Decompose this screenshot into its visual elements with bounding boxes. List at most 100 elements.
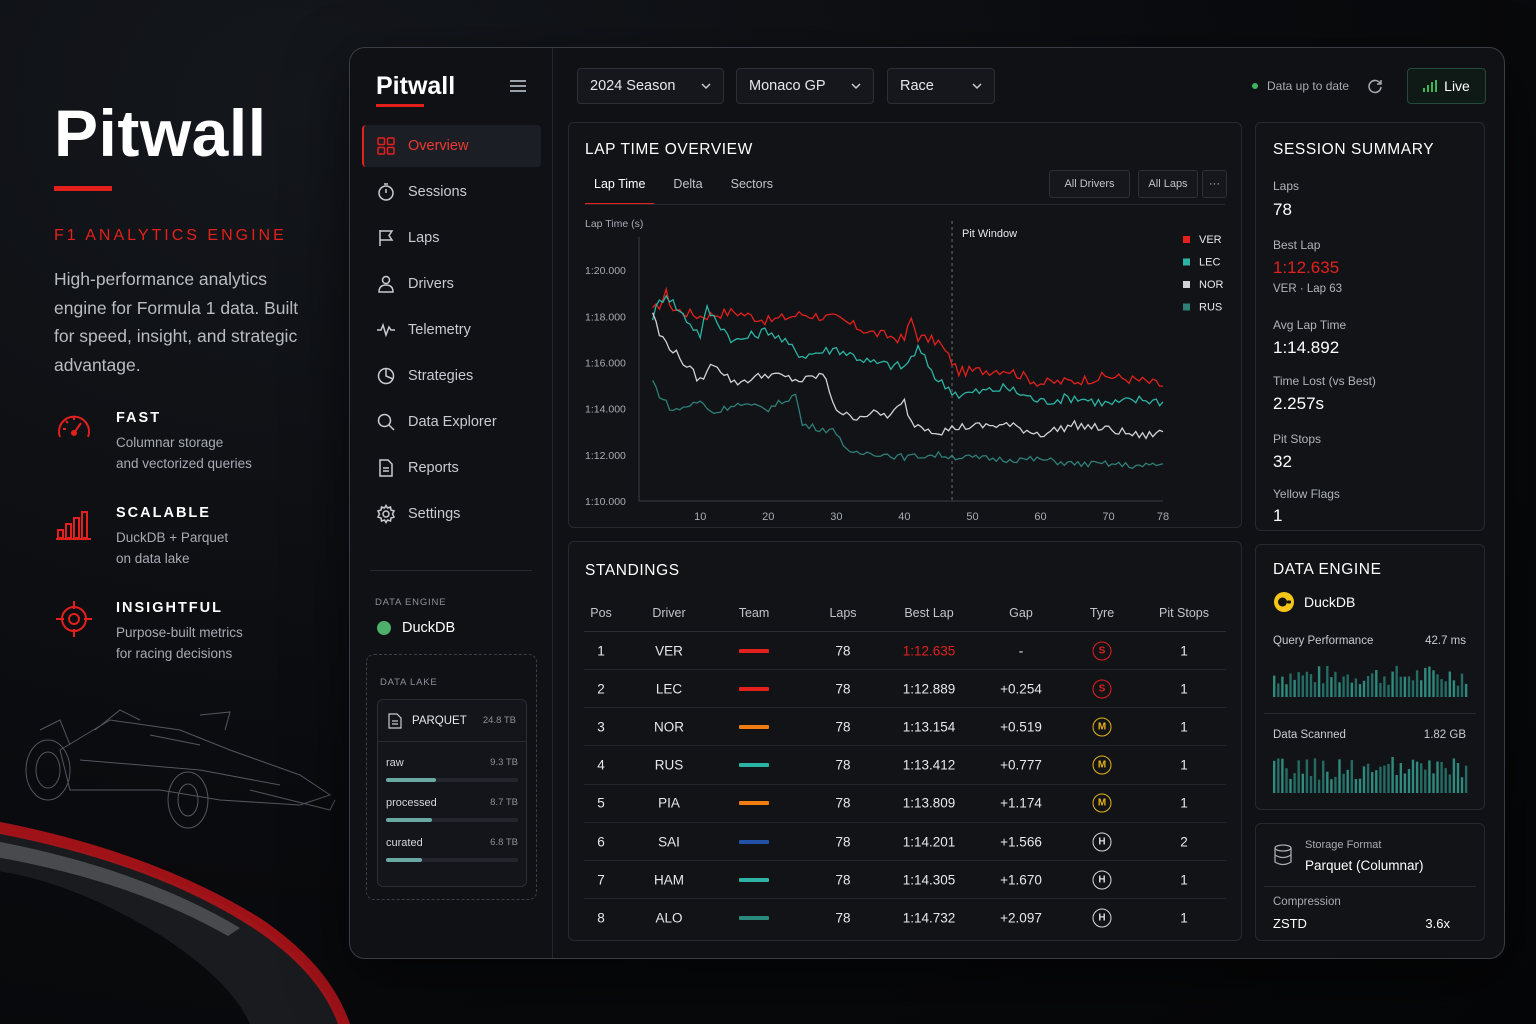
sidebar-divider: [370, 570, 532, 571]
spark-bar: [1424, 769, 1427, 793]
y-tick-label: 1:18.000: [585, 311, 626, 323]
cell-driver: ALO: [655, 910, 683, 926]
legend-swatch: [1183, 303, 1190, 311]
feature-scalable: SCALABLE DuckDB + Parquet on data lake: [54, 504, 314, 569]
season-select[interactable]: 2024 Season: [577, 68, 724, 104]
sidebar-item-reports[interactable]: Reports: [362, 447, 541, 489]
tyre-compound-badge: M: [1092, 793, 1112, 813]
refresh-icon[interactable]: [1367, 78, 1383, 94]
logo-accent-bar: [376, 104, 424, 107]
series-line-ver: [652, 286, 1163, 388]
all-drivers-filter[interactable]: All Drivers: [1049, 170, 1130, 198]
cell-gap: +1.670: [1000, 872, 1042, 888]
cell-best-lap: 1:14.305: [902, 872, 956, 888]
cell-best-lap: 1:14.732: [902, 910, 956, 926]
tab-sectors[interactable]: Sectors: [730, 177, 773, 191]
x-tick-label: 30: [830, 511, 842, 523]
table-row[interactable]: 5 PIA 78 1:13.809 +1.174 M 1: [584, 785, 1226, 823]
cell-pit-stops: 2: [1180, 834, 1188, 849]
spark-bar: [1322, 760, 1325, 793]
session-summary-card: SESSION SUMMARY Laps 78 Best Lap 1:12.63…: [1255, 122, 1485, 531]
sidebar-item-data-explorer[interactable]: Data Explorer: [362, 401, 541, 443]
sidebar-item-label: Settings: [408, 506, 461, 522]
tab-lap-time[interactable]: Lap Time: [585, 173, 655, 205]
flag-icon: [379, 230, 394, 246]
spark-bar: [1293, 679, 1296, 697]
cell-pos: 7: [597, 872, 605, 888]
spark-bar: [1322, 683, 1325, 697]
spark-bar: [1403, 676, 1407, 697]
pit-window-label: Pit Window: [962, 228, 1017, 240]
menu-icon[interactable]: [510, 80, 526, 92]
bar-chart-icon: [56, 511, 91, 540]
session-select[interactable]: Race: [887, 68, 995, 104]
pit-stops-label: Pit Stops: [1273, 432, 1322, 446]
table-row[interactable]: 1 VER 78 1:12.635 - S 1: [584, 632, 1226, 670]
data-lake-label: DATA LAKE: [380, 677, 438, 688]
cell-laps: 78: [835, 681, 851, 697]
sidebar-item-sessions[interactable]: Sessions: [362, 171, 541, 213]
spark-bar: [1375, 670, 1378, 697]
sidebar-item-drivers[interactable]: Drivers: [362, 263, 541, 305]
col-tyre: Tyre: [1089, 605, 1115, 620]
more-options-button[interactable]: ···: [1202, 170, 1227, 198]
spark-bar: [1301, 773, 1304, 793]
spark-bar: [1305, 671, 1309, 697]
cell-driver: HAM: [654, 872, 684, 888]
cell-laps: 78: [835, 757, 851, 773]
sidebar-item-label: Overview: [408, 138, 469, 154]
tyre-compound-badge: S: [1092, 641, 1112, 660]
sidebar-item-label: Telemetry: [408, 322, 471, 338]
table-row[interactable]: 3 NOR 78 1:13.154 +0.519 M 1: [584, 708, 1226, 747]
spark-bar: [1399, 763, 1402, 793]
card-title: SESSION SUMMARY: [1273, 141, 1435, 158]
card-title: STANDINGS: [585, 562, 680, 579]
database-icon: [1274, 844, 1292, 866]
sidebar-item-telemetry[interactable]: Telemetry: [362, 309, 541, 351]
data-engine-value: DuckDB: [377, 620, 455, 636]
legend-label: LEC: [1199, 257, 1220, 269]
sidebar-item-laps[interactable]: Laps: [362, 217, 541, 259]
table-row[interactable]: 2 LEC 78 1:12.889 +0.254 S 1: [584, 670, 1226, 709]
query-perf-label: Query Performance: [1273, 635, 1374, 647]
storage-card: Storage Format Parquet (Columnar) Compre…: [1255, 823, 1485, 941]
engine-divider: [1264, 713, 1476, 714]
col-driver: Driver: [652, 605, 686, 620]
event-select[interactable]: Monaco GP: [736, 68, 874, 104]
spark-bar: [1375, 770, 1378, 793]
tyre-compound-badge: S: [1092, 679, 1112, 699]
avg-lap-label: Avg Lap Time: [1273, 318, 1347, 332]
x-tick-label: 10: [694, 511, 706, 523]
table-row[interactable]: 7 HAM 78 1:14.305 +1.670 H 1: [584, 861, 1226, 900]
feature-desc: Columnar storage and vectorized queries: [116, 435, 252, 471]
live-button[interactable]: Live: [1407, 68, 1486, 104]
laps-value: 78: [1273, 200, 1292, 219]
feature-desc: DuckDB + Parquet on data lake: [116, 530, 229, 566]
table-row[interactable]: 6 SAI 78 1:14.201 +1.566 H 2: [584, 823, 1226, 861]
data-scanned-label: Data Scanned: [1273, 729, 1346, 741]
spark-bar: [1293, 773, 1296, 793]
spark-bar: [1285, 768, 1288, 793]
sidebar-item-label: Data Explorer: [408, 414, 497, 430]
data-lake-card[interactable]: PARQUET 24.8 TB raw 9.3 TB processed 8.7 T…: [377, 699, 527, 887]
lake-tier-fill: [386, 858, 423, 862]
spark-bar: [1387, 684, 1390, 697]
grid-icon: [377, 137, 395, 155]
sidebar-item-strategies[interactable]: Strategies: [362, 355, 541, 397]
all-laps-filter[interactable]: All Laps: [1138, 170, 1198, 198]
table-row[interactable]: 4 RUS 78 1:13.412 +0.777 M 1: [584, 747, 1226, 785]
sidebar-item-settings[interactable]: Settings: [362, 493, 541, 535]
tyre-compound-badge: H: [1092, 832, 1112, 851]
sidebar-item-overview[interactable]: Overview: [362, 125, 541, 167]
tab-delta[interactable]: Delta: [673, 177, 703, 191]
document-icon: [379, 459, 393, 477]
cell-pos: 3: [597, 719, 605, 735]
spark-bar: [1460, 777, 1464, 793]
yellow-flags-label: Yellow Flags: [1273, 487, 1340, 501]
spark-bar: [1309, 674, 1313, 697]
cell-gap: -: [1018, 643, 1024, 658]
spark-bar: [1379, 683, 1382, 697]
table-row[interactable]: 8 ALO 78 1:14.732 +2.097 H 1: [584, 899, 1226, 937]
standings-header: Pos Driver Team Laps Best Lap Gap Tyre P…: [584, 594, 1226, 632]
spark-bar: [1350, 682, 1353, 697]
